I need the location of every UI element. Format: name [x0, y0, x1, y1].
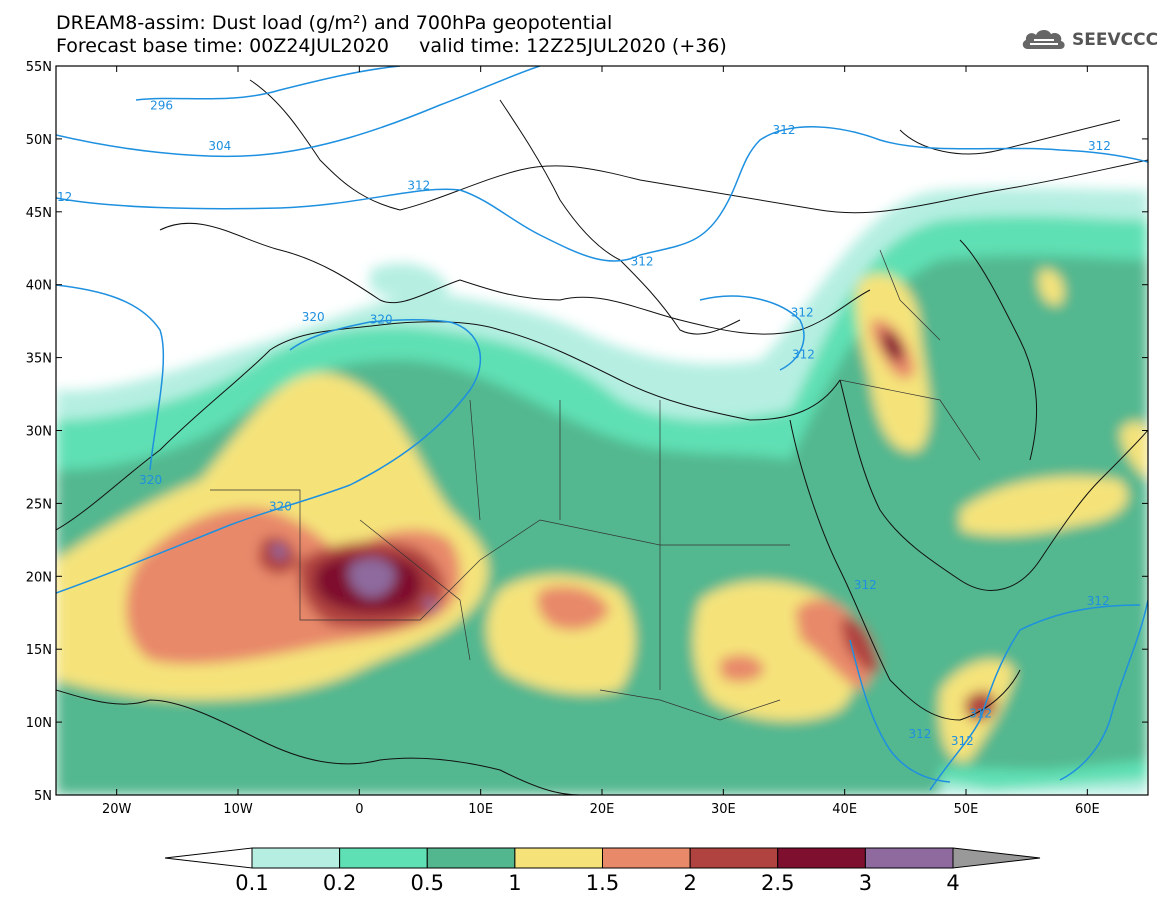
colorbar-segment: [251, 847, 341, 869]
lon-label: 20E: [590, 802, 615, 817]
contour-label: 312: [951, 734, 974, 748]
contour-label: 312: [969, 706, 992, 720]
dust-level-1: [960, 476, 1128, 536]
lat-label: 5N: [34, 789, 52, 804]
contour-labels: 296 304 312 312 312 312 312 312 312 320 320 320 320 3…: [49, 98, 1111, 748]
map-field: 296 304 312 312 312 312 312 312 312 320 320 320 320 3…: [49, 66, 1148, 795]
contour-label: 320: [269, 499, 292, 513]
lon-label: 30E: [711, 802, 736, 817]
colorbar-segment: [864, 847, 954, 869]
colorbar-segment: [426, 847, 516, 869]
contour-label: 304: [208, 139, 231, 153]
colorbar-label: 0.5: [411, 871, 444, 895]
lon-label: 20W: [102, 802, 132, 817]
colorbar-label: 4: [946, 871, 959, 895]
lat-label: 20N: [26, 570, 52, 585]
colorbar-segment: [602, 847, 691, 869]
lon-label: 40E: [832, 802, 857, 817]
longitude-axis: 20W 10W 0 10E 20E 30E 40E 50E 60E: [102, 66, 1100, 817]
contour-label: 296: [150, 98, 173, 112]
chart-title-line1: DREAM8-assim: Dust load (g/m²) and 700hP…: [56, 12, 613, 34]
contour-label: 312: [1087, 594, 1110, 608]
dust-level-2: [965, 691, 996, 722]
dust-load-field: [56, 187, 1148, 795]
colorbar-label: 0.2: [323, 871, 356, 895]
lon-label: 60E: [1075, 802, 1100, 817]
lat-label: 30N: [26, 425, 52, 440]
lat-label: 35N: [26, 352, 52, 367]
dust-level-1: [1038, 269, 1064, 306]
lon-label: 10W: [223, 802, 253, 817]
dust-level-0.1: [370, 262, 450, 298]
logo-text: SEEVCCC: [1072, 30, 1159, 50]
contour-label: 320: [302, 310, 325, 324]
colorbar-label: 1: [508, 871, 521, 895]
contour-label: 312: [908, 727, 931, 741]
contour-label: 320: [370, 313, 393, 327]
colorbar-segment: [514, 847, 603, 869]
dust-level-2: [840, 618, 880, 673]
dust-level-0.5: [56, 678, 940, 795]
contour-label: 312: [773, 123, 796, 137]
cloud-icon: [1022, 29, 1065, 49]
chart-title-line2: Forecast base time: 00Z24JUL2020 valid t…: [56, 35, 727, 57]
lon-label: 50E: [954, 802, 979, 817]
lat-label: 50N: [26, 133, 52, 148]
colorbar: 0.1 0.2 0.5 1 1.5 2 2.5 3 4: [164, 847, 1041, 895]
contour-label: 312: [1088, 139, 1111, 153]
country-borders: [210, 249, 981, 721]
colorbar-label: 1.5: [586, 871, 619, 895]
contour-label: 312: [631, 254, 654, 268]
contour-label: 312: [854, 578, 877, 592]
lat-label: 10N: [26, 716, 52, 731]
lon-label: 10E: [468, 802, 493, 817]
lat-label: 55N: [26, 60, 52, 75]
dust-level-4: [424, 598, 438, 611]
contour-label: 312: [792, 348, 815, 362]
contour-label: 312: [791, 305, 814, 319]
dust-level-1.5: [720, 654, 765, 682]
lon-label: 0: [355, 802, 363, 817]
contour-label: 312: [49, 190, 72, 204]
contour-label: 320: [139, 473, 162, 487]
latitude-axis: 55N 50N 45N 40N 35N 30N 25N 20N 15N 10N 5N: [26, 60, 1148, 804]
lat-label: 25N: [26, 497, 52, 512]
lat-label: 15N: [26, 643, 52, 658]
colorbar-label: 0.1: [235, 871, 268, 895]
dust-level-4: [348, 558, 396, 598]
colorbar-low-extension: [164, 847, 253, 869]
colorbar-label: 2: [683, 871, 696, 895]
coastlines: [56, 79, 1148, 795]
contour-label: 312: [407, 179, 430, 193]
colorbar-segment: [777, 847, 866, 869]
dust-level-1.5: [537, 586, 610, 630]
lat-label: 40N: [26, 279, 52, 294]
seevccc-logo: SEEVCCC: [1020, 27, 1158, 53]
lat-label: 45N: [26, 206, 52, 221]
dust-level-3: [882, 330, 904, 362]
dust-level-4: [271, 543, 287, 560]
colorbar-segment: [689, 847, 779, 869]
dust-level-1: [1120, 421, 1148, 480]
colorbar-segment: [339, 847, 428, 869]
geopotential-contours: [56, 66, 1148, 791]
colorbar-label: 3: [859, 871, 872, 895]
colorbar-high-extension: [952, 847, 1041, 869]
colorbar-label: 2.5: [761, 871, 794, 895]
